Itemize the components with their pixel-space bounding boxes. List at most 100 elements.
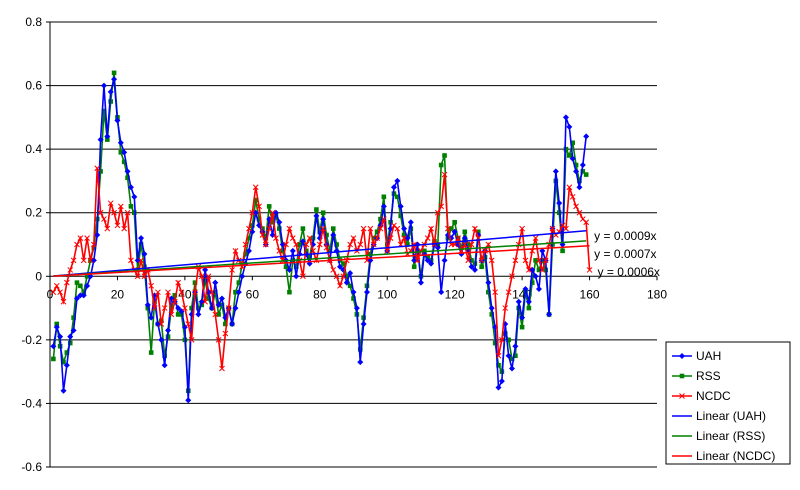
data-point (293, 241, 300, 248)
legend-item: Linear (RSS) (672, 429, 765, 443)
data-point (316, 241, 323, 248)
data-point (407, 219, 414, 226)
data-point (428, 225, 434, 232)
data-point (117, 203, 124, 210)
data-point (270, 219, 275, 225)
data-point (94, 231, 101, 238)
trendlines: y = 0.0009x y = 0.0007x y = 0.0006x (53, 229, 660, 279)
legend: UAH RSS NCDC Linear (UAH) Linear (RSS) Linear… (665, 341, 791, 465)
data-point (215, 301, 222, 308)
data-point (509, 273, 515, 280)
data-point (330, 231, 337, 238)
data-point (158, 336, 165, 343)
data-point (586, 267, 593, 273)
legend-item: UAH (672, 349, 721, 363)
data-point (144, 301, 151, 308)
data-point (441, 171, 448, 178)
data-point (246, 235, 252, 241)
data-point (488, 305, 495, 312)
data-point (448, 226, 454, 231)
data-point (417, 279, 424, 286)
y-tick-label: 0.2 (25, 206, 42, 220)
data-point (182, 305, 188, 311)
data-point (576, 184, 583, 191)
data-point (269, 209, 276, 216)
data-point (513, 353, 518, 359)
data-point (80, 257, 87, 264)
data-point (98, 169, 103, 174)
data-point (289, 247, 296, 254)
data-point (202, 298, 208, 305)
data-point (438, 289, 445, 296)
data-point (394, 225, 401, 232)
data-point (434, 209, 441, 216)
data-point (350, 289, 357, 296)
data-point (218, 295, 225, 302)
data-point (468, 241, 475, 248)
data-point (475, 229, 481, 235)
data-point (229, 267, 235, 273)
trendline-uah (53, 230, 587, 277)
legend-label: Linear (RSS) (696, 429, 765, 443)
data-point (395, 194, 400, 200)
data-point (478, 257, 485, 264)
data-point (424, 235, 431, 241)
data-point (178, 289, 185, 296)
data-point (344, 273, 350, 279)
data-point (199, 302, 205, 308)
data-point (488, 257, 495, 264)
data-point (141, 251, 148, 258)
data-point (74, 280, 80, 285)
data-point (479, 264, 484, 270)
data-point (330, 226, 336, 231)
data-point (266, 204, 272, 209)
data-point (357, 241, 364, 248)
data-point (371, 235, 377, 241)
data-point (100, 82, 107, 89)
data-point (360, 320, 367, 327)
data-point (185, 397, 192, 404)
data-point (101, 108, 107, 114)
data-point (256, 216, 262, 222)
legend-box (665, 341, 791, 465)
data-point (253, 197, 259, 203)
data-point (300, 273, 306, 280)
data-point (394, 177, 401, 184)
data-point (351, 296, 356, 301)
data-point (468, 263, 475, 270)
data-point (679, 393, 685, 399)
data-point (525, 298, 532, 305)
data-point (570, 140, 575, 146)
data-point (441, 257, 448, 264)
data-point (97, 209, 104, 216)
data-point (192, 280, 198, 285)
data-point (189, 305, 194, 311)
data-point (485, 279, 492, 286)
data-point (262, 241, 269, 248)
data-point (77, 235, 84, 241)
data-point (202, 277, 208, 282)
data-point (526, 305, 532, 311)
data-point (175, 279, 181, 286)
data-point (127, 184, 134, 191)
data-point (229, 320, 236, 327)
data-point (579, 162, 586, 169)
data-point (451, 228, 458, 235)
y-tick-label: 0.6 (25, 79, 42, 93)
data-point (87, 257, 94, 264)
data-point (94, 165, 101, 172)
data-point (580, 169, 586, 174)
data-point (367, 225, 374, 232)
data-point (246, 225, 252, 232)
data-point (80, 292, 87, 299)
data-point (471, 266, 478, 273)
data-point (222, 330, 229, 337)
data-point (368, 251, 373, 257)
data-point (259, 232, 266, 238)
data-point (165, 327, 172, 334)
x-tick-label: 120 (445, 287, 465, 301)
data-point (70, 257, 77, 264)
data-point (111, 76, 118, 83)
data-point (347, 270, 354, 277)
legend-label: RSS (696, 369, 721, 383)
